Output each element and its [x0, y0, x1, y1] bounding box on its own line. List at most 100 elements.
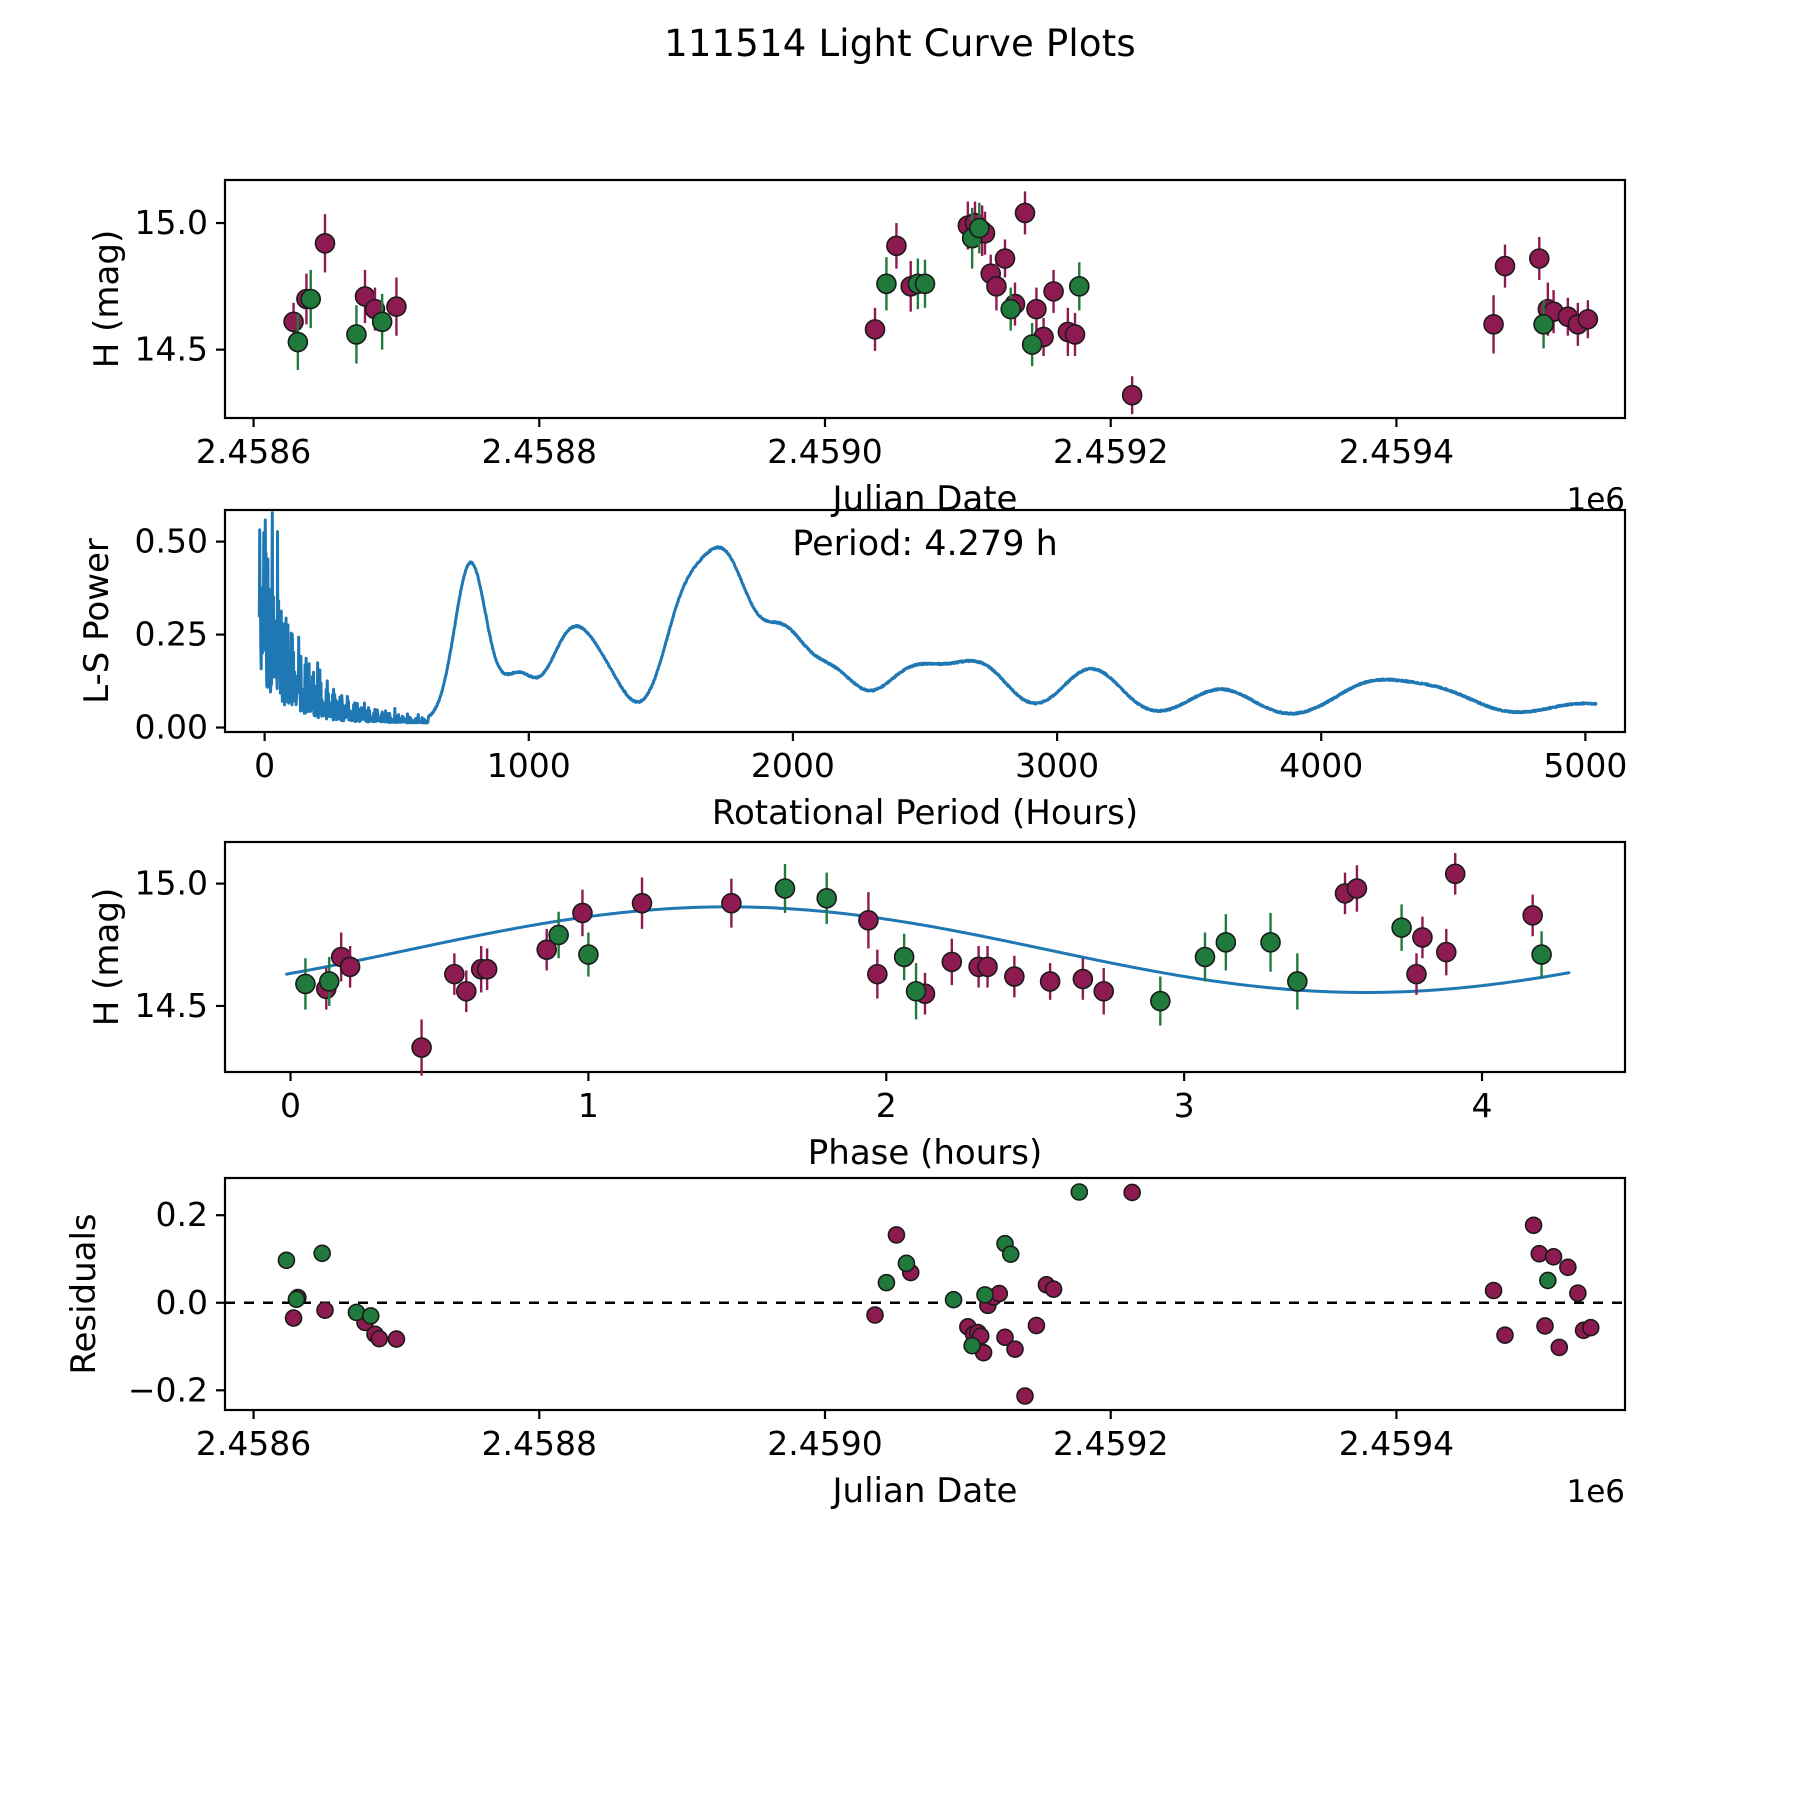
x-tick-label: 0	[280, 1086, 301, 1125]
x-tick-label: 2.4586	[196, 1424, 311, 1463]
data-point	[1496, 1326, 1514, 1344]
data-point	[1412, 927, 1433, 948]
data-point	[1044, 1280, 1063, 1298]
y-axis-label: Residuals	[64, 1213, 104, 1374]
data-point	[548, 924, 569, 946]
data-point	[347, 1303, 366, 1322]
panel-light-curve: 2.4586 2.4588 2.4590 2.4592 2.4594 14.5 15.0 Ju…	[0, 150, 1800, 519]
data-point	[1522, 905, 1543, 926]
data-point	[1569, 1284, 1587, 1302]
data-point	[476, 958, 498, 980]
data-point	[1287, 971, 1308, 992]
data-point	[1026, 298, 1047, 320]
x-axis-label: Rotational Period (Hours)	[712, 793, 1138, 833]
data-point	[1004, 966, 1025, 987]
x-tick-label: 4	[1472, 1086, 1493, 1125]
x-axis-offset-label: 1e6	[1566, 482, 1625, 518]
data-point	[1524, 1216, 1543, 1235]
data-point	[284, 1309, 303, 1327]
data-point	[944, 1290, 963, 1309]
y-tick-label: 15.0	[135, 864, 208, 903]
data-point	[963, 1336, 981, 1355]
data-point	[968, 217, 990, 239]
data-point	[886, 235, 907, 257]
x-tick-label: 2.4590	[767, 432, 882, 471]
sine-fit-curve	[285, 905, 1571, 994]
data-point	[444, 963, 465, 985]
y-tick-label: 0.00	[135, 708, 208, 747]
data-point	[1391, 917, 1412, 938]
data-point	[1121, 384, 1143, 406]
data-point	[1000, 298, 1022, 320]
periodogram-plot: 0 1000 2000 3000 4000 5000 0.00 0.25 0.50 Rotatio…	[77, 508, 1627, 833]
x-tick-label: 5000	[1543, 746, 1627, 785]
y-tick-label: 0.2	[156, 1195, 208, 1234]
data-point	[300, 288, 322, 310]
data-point	[387, 1330, 406, 1348]
data-point	[1016, 1387, 1034, 1405]
y-axis-label: H (mag)	[87, 230, 127, 368]
x-tick-label: 3	[1174, 1086, 1195, 1125]
data-point	[1006, 1340, 1024, 1358]
x-tick-label: 1000	[487, 746, 571, 785]
data-point	[1039, 971, 1061, 992]
data-point	[1483, 314, 1504, 335]
panel-residuals: 2.4586 2.4588 2.4590 2.4592 2.4594 −0.2 0.0 0.2…	[0, 1150, 1800, 1511]
data-point	[1536, 1317, 1554, 1335]
panel-periodogram: 0 1000 2000 3000 4000 5000 0.00 0.25 0.50 Rotatio…	[0, 490, 1800, 833]
data-point	[316, 1301, 334, 1319]
data-point	[1150, 990, 1171, 1012]
data-point	[578, 944, 599, 965]
panel-phase-folded: 0 1 2 3 4 14.5 15.0 Phase (hours) H (mag)	[0, 820, 1800, 1173]
data-point	[314, 232, 336, 254]
data-point	[1559, 1258, 1577, 1277]
data-point	[1093, 980, 1115, 1002]
data-point	[996, 1328, 1014, 1347]
data-point	[897, 1254, 916, 1273]
y-axis-label: L-S Power	[77, 538, 117, 704]
data-point	[1533, 314, 1554, 335]
y-tick-label: 15.0	[135, 203, 208, 242]
x-tick-label: 2	[876, 1086, 897, 1125]
light-curve-plot: 2.4586 2.4588 2.4590 2.4592 2.4594 14.5 15.0 Ju…	[87, 178, 1627, 519]
data-point	[1581, 1318, 1600, 1337]
data-series-green	[277, 1183, 1557, 1355]
data-point	[976, 1286, 994, 1304]
data-point	[1346, 878, 1368, 899]
phase-folded-plot: 0 1 2 3 4 14.5 15.0 Phase (hours) H (mag)	[87, 840, 1627, 1173]
data-point	[287, 1290, 306, 1309]
x-axis-offset-label: 1e6	[1566, 1474, 1625, 1510]
y-tick-label: 14.5	[135, 986, 208, 1025]
data-point	[1530, 1244, 1549, 1263]
data-point	[411, 1037, 432, 1058]
x-tick-label: 2.4592	[1053, 1424, 1168, 1463]
data-point	[318, 971, 340, 992]
residuals-plot: 2.4586 2.4588 2.4590 2.4592 2.4594 −0.2 0.0 0.2…	[64, 1176, 1627, 1511]
y-tick-label: 0.25	[135, 615, 208, 654]
page-title: 111514 Light Curve Plots	[664, 22, 1136, 65]
data-point	[386, 296, 407, 317]
data-point	[346, 324, 367, 345]
data-point	[295, 973, 316, 995]
x-tick-label: 3000	[1015, 746, 1099, 785]
data-point	[866, 1306, 884, 1324]
x-axis-label: Julian Date	[831, 479, 1018, 519]
data-point	[1531, 944, 1552, 965]
data-point	[941, 951, 963, 973]
data-point	[1215, 932, 1237, 953]
x-tick-label: 2.4590	[767, 1424, 882, 1463]
data-point	[339, 956, 361, 978]
data-point	[1544, 1247, 1563, 1266]
y-tick-label: 0.0	[156, 1283, 208, 1322]
y-tick-label: 0.50	[135, 522, 208, 561]
data-point	[455, 980, 477, 1002]
y-tick-label: 14.5	[135, 330, 208, 369]
period-annotation: Period: 4.279 h	[792, 524, 1058, 564]
x-tick-label: 4000	[1279, 746, 1363, 785]
x-tick-label: 1	[578, 1086, 599, 1125]
data-point	[361, 1307, 380, 1325]
y-tick-label: −0.2	[128, 1370, 208, 1409]
data-point	[371, 311, 393, 333]
data-point	[1070, 1183, 1089, 1201]
data-point	[887, 1226, 906, 1244]
